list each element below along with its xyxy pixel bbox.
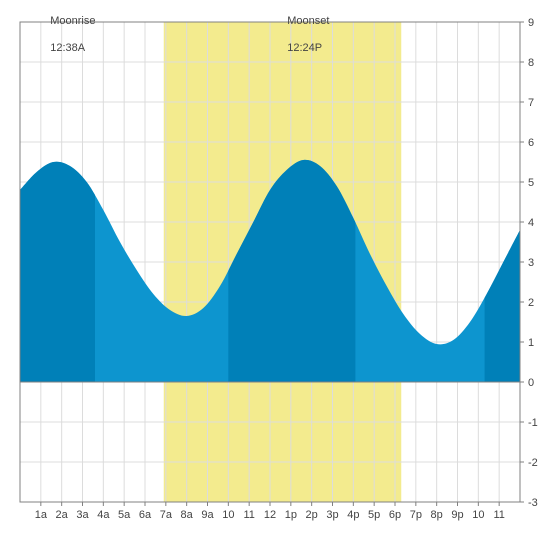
y-tick-label: 6 bbox=[528, 137, 534, 149]
moonrise-title: Moonrise bbox=[50, 15, 95, 27]
x-tick-label: 9a bbox=[201, 509, 214, 521]
y-tick-label: 1 bbox=[528, 337, 534, 349]
x-tick-label: 1p bbox=[285, 509, 297, 521]
x-tick-label: 7a bbox=[160, 509, 173, 521]
x-tick-label: 11 bbox=[493, 509, 504, 521]
x-tick-label: 11 bbox=[243, 509, 254, 521]
moonrise-time: 12:38A bbox=[50, 42, 85, 54]
x-tick-label: 5a bbox=[118, 509, 131, 521]
y-tick-label: 5 bbox=[528, 177, 534, 189]
tide-chart-container: Moonrise 12:38A Moonset 12:24P 1a2a3a4a5… bbox=[0, 0, 550, 550]
x-tick-label: 2p bbox=[306, 509, 318, 521]
moonset-title: Moonset bbox=[287, 15, 329, 27]
y-tick-label: 9 bbox=[528, 17, 534, 29]
moonset-label: Moonset 12:24P bbox=[275, 2, 329, 68]
x-tick-label: 6p bbox=[389, 509, 401, 521]
y-tick-label: -2 bbox=[528, 457, 538, 469]
moonrise-label: Moonrise 12:38A bbox=[38, 2, 95, 68]
x-tick-label: 4p bbox=[347, 509, 359, 521]
x-tick-label: 8a bbox=[181, 509, 194, 521]
x-tick-label: 9p bbox=[451, 509, 463, 521]
x-tick-label: 2a bbox=[56, 509, 69, 521]
x-tick-label: 7p bbox=[410, 509, 422, 521]
y-tick-label: 7 bbox=[528, 97, 534, 109]
x-tick-label: 5p bbox=[368, 509, 380, 521]
y-tick-label: 2 bbox=[528, 297, 534, 309]
x-tick-label: 3p bbox=[326, 509, 338, 521]
x-tick-label: 4a bbox=[97, 509, 110, 521]
y-tick-label: 4 bbox=[528, 217, 534, 229]
moonset-time: 12:24P bbox=[287, 42, 322, 54]
x-tick-label: 8p bbox=[431, 509, 443, 521]
x-tick-label: 12 bbox=[264, 509, 276, 521]
tide-chart: 1a2a3a4a5a6a7a8a9a1011121p2p3p4p5p6p7p8p… bbox=[0, 0, 550, 550]
y-tick-label: -1 bbox=[528, 417, 538, 429]
x-tick-label: 1a bbox=[35, 509, 48, 521]
y-tick-label: -3 bbox=[528, 497, 538, 509]
x-tick-label: 10 bbox=[472, 509, 484, 521]
x-tick-label: 10 bbox=[222, 509, 234, 521]
y-tick-label: 3 bbox=[528, 257, 534, 269]
x-tick-label: 3a bbox=[76, 509, 89, 521]
y-tick-label: 8 bbox=[528, 57, 534, 69]
x-tick-label: 6a bbox=[139, 509, 152, 521]
y-tick-label: 0 bbox=[528, 377, 534, 389]
